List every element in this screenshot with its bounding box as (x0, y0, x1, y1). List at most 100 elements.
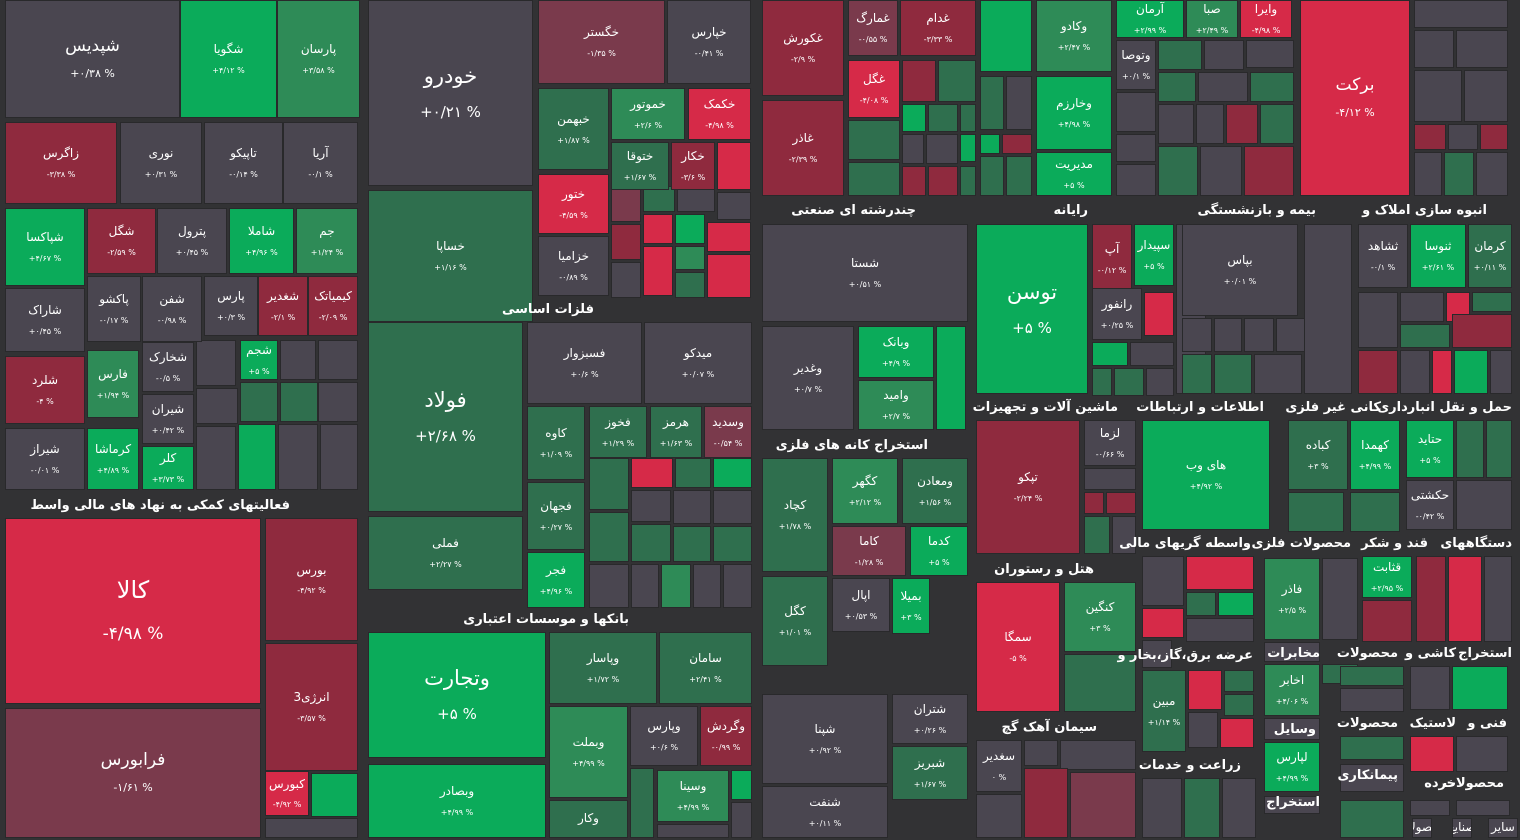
treemap-tile[interactable]: کرماشا +۴/۸۹ % (87, 428, 139, 490)
treemap-tile-filler[interactable] (1142, 608, 1184, 638)
treemap-tile[interactable]: فسبزوار +۰/۶ % (527, 322, 642, 404)
treemap-tile-filler[interactable] (707, 222, 751, 252)
treemap-tile[interactable]: فاذر +۲/۵ % (1264, 558, 1320, 640)
treemap-tile[interactable]: شگویا +۴/۱۲ % (180, 0, 277, 118)
treemap-tile-filler[interactable] (902, 60, 936, 102)
treemap-tile-filler[interactable] (589, 564, 629, 608)
treemap-tile-filler[interactable] (926, 134, 958, 164)
treemap-tile-filler[interactable] (1476, 152, 1508, 196)
treemap-tile-filler[interactable] (1414, 152, 1442, 196)
treemap-tile-filler[interactable] (1452, 666, 1508, 710)
treemap-tile[interactable]: وسدید -۰/۵۴ % (704, 406, 752, 458)
treemap-tile-filler[interactable] (1400, 324, 1450, 348)
treemap-tile[interactable]: خگستر -۱/۳۵ % (538, 0, 665, 84)
treemap-tile-filler[interactable] (631, 564, 659, 608)
treemap-tile-filler[interactable] (1444, 152, 1474, 196)
treemap-tile-filler[interactable] (928, 166, 958, 196)
treemap-tile-filler[interactable] (265, 818, 358, 838)
treemap-tile-filler[interactable] (1410, 800, 1450, 816)
treemap-tile[interactable]: شپدیس +۰/۳۸ % (5, 0, 180, 118)
treemap-tile-filler[interactable] (196, 426, 236, 490)
treemap-tile-filler[interactable] (196, 340, 236, 386)
treemap-tile[interactable]: کنگین +۳ % (1064, 582, 1136, 652)
treemap-tile-filler[interactable] (1432, 350, 1452, 394)
treemap-tile[interactable]: وبانک +۴/۹ % (858, 326, 934, 378)
treemap-tile-filler[interactable] (280, 382, 318, 422)
treemap-tile[interactable]: جم +۱/۲۴ % (296, 208, 358, 274)
treemap-tile-filler[interactable] (611, 186, 641, 222)
treemap-tile[interactable]: میدکو +۰/۰۷ % (644, 322, 752, 404)
treemap-tile-filler[interactable] (1188, 712, 1218, 748)
treemap-tile-filler[interactable] (980, 134, 1000, 154)
treemap-tile-filler[interactable] (1196, 104, 1224, 144)
treemap-tile[interactable]: ومعادن +۱/۵۶ % (902, 458, 968, 524)
treemap-tile[interactable]: شتران +۰/۲۶ % (892, 694, 968, 744)
treemap-tile[interactable]: صنایع (1452, 818, 1472, 838)
treemap-tile[interactable]: کگل +۱/۰۱ % (762, 576, 828, 666)
treemap-tile[interactable]: خپارس -۰/۴۱ % (667, 0, 751, 84)
treemap-tile[interactable]: وتجارت +۵ % (368, 632, 546, 758)
treemap-tile[interactable]: وکار (549, 800, 628, 838)
treemap-tile-filler[interactable] (960, 166, 976, 196)
treemap-tile-filler[interactable] (1184, 778, 1220, 838)
treemap-tile-filler[interactable] (902, 104, 926, 132)
treemap-tile-filler[interactable] (1452, 314, 1512, 348)
treemap-tile[interactable]: شیران +۰/۴۲ % (142, 394, 194, 444)
treemap-tile-filler[interactable] (238, 424, 276, 490)
treemap-tile-filler[interactable] (1220, 718, 1254, 748)
treemap-tile[interactable]: فولاد +۲/۶۸ % (368, 322, 523, 512)
treemap-tile[interactable]: کباده +۳ % (1288, 420, 1348, 490)
treemap-tile[interactable]: ساير (1488, 818, 1518, 838)
treemap-tile[interactable]: شپنا +۰/۹۲ % (762, 694, 888, 784)
treemap-tile-filler[interactable] (1070, 772, 1136, 838)
treemap-tile-filler[interactable] (1218, 592, 1254, 616)
treemap-tile[interactable]: کاما -۱/۲۸ % (832, 526, 906, 576)
treemap-tile-filler[interactable] (1084, 468, 1136, 490)
treemap-tile-filler[interactable] (1106, 492, 1136, 514)
treemap-tile-filler[interactable] (1410, 666, 1450, 710)
treemap-tile[interactable]: شخارک -۰/۵ % (142, 342, 194, 392)
treemap-tile-filler[interactable] (1084, 516, 1110, 554)
treemap-tile-filler[interactable] (611, 224, 641, 260)
treemap-tile[interactable]: شگل -۲/۵۹ % (87, 208, 156, 274)
treemap-tile-filler[interactable] (713, 490, 752, 524)
treemap-tile-filler[interactable] (1264, 796, 1320, 814)
treemap-tile-filler[interactable] (1060, 740, 1136, 770)
treemap-tile-filler[interactable] (1464, 70, 1508, 122)
treemap-tile[interactable]: خکار -۳/۶ % (671, 142, 715, 190)
treemap-tile[interactable]: کبورس -۴/۹۲ % (265, 771, 309, 816)
treemap-tile[interactable]: پاکشو -۰/۱۷ % (87, 276, 141, 342)
treemap-tile[interactable]: لپارس +۴/۹۹ % (1264, 742, 1320, 792)
treemap-tile-filler[interactable] (980, 156, 1004, 196)
treemap-tile[interactable]: رانفور +۰/۲۵ % (1092, 288, 1142, 340)
treemap-tile-filler[interactable] (631, 458, 673, 488)
treemap-tile[interactable]: وخارزم +۴/۹۸ % (1036, 76, 1112, 150)
treemap-tile[interactable]: وکادو +۲/۴۷ % (1036, 0, 1112, 72)
treemap-tile[interactable]: حکشتی -۰/۴۲ % (1406, 480, 1454, 530)
treemap-tile-filler[interactable] (1006, 156, 1032, 196)
treemap-tile-filler[interactable] (693, 564, 721, 608)
treemap-tile-filler[interactable] (196, 388, 238, 424)
treemap-tile-filler[interactable] (1264, 642, 1320, 662)
treemap-tile-filler[interactable] (1142, 556, 1184, 606)
treemap-tile[interactable]: ثنوسا +۲/۶۱ % (1410, 224, 1466, 288)
treemap-tile-filler[interactable] (1144, 292, 1174, 336)
treemap-tile-filler[interactable] (1222, 778, 1256, 838)
treemap-tile[interactable]: شبریز +۱/۶۷ % (892, 746, 968, 800)
treemap-tile[interactable]: حتاید +۵ % (1406, 420, 1454, 478)
treemap-tile-filler[interactable] (1116, 134, 1156, 162)
treemap-tile-filler[interactable] (902, 134, 924, 164)
treemap-tile-filler[interactable] (1350, 492, 1400, 532)
treemap-tile-filler[interactable] (928, 104, 958, 132)
treemap-tile[interactable]: های وب +۴/۹۲ % (1142, 420, 1270, 530)
treemap-tile[interactable]: شستا +۰/۵۱ % (762, 224, 968, 322)
treemap-tile-filler[interactable] (713, 458, 752, 488)
treemap-tile[interactable]: اپال +۰/۵۳ % (832, 578, 890, 632)
treemap-tile-filler[interactable] (589, 512, 629, 562)
treemap-tile-filler[interactable] (1340, 666, 1404, 686)
treemap-tile-filler[interactable] (1182, 354, 1212, 394)
treemap-tile[interactable]: سغدیر ۰ % (976, 740, 1022, 792)
treemap-tile-filler[interactable] (1224, 670, 1254, 692)
treemap-tile-filler[interactable] (675, 458, 711, 488)
treemap-tile[interactable]: خکمک -۴/۹۸ % (688, 88, 751, 140)
